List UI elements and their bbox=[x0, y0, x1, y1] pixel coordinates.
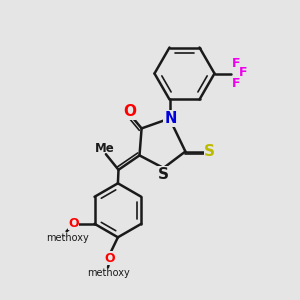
Text: O: O bbox=[104, 251, 115, 265]
Text: methoxy: methoxy bbox=[62, 236, 68, 237]
Text: S: S bbox=[158, 167, 169, 182]
Text: F: F bbox=[239, 65, 247, 79]
Text: methoxy: methoxy bbox=[46, 233, 88, 243]
Text: O: O bbox=[123, 104, 136, 119]
Text: methoxy: methoxy bbox=[87, 268, 129, 278]
Text: F: F bbox=[232, 76, 241, 90]
Text: Me: Me bbox=[95, 142, 115, 155]
Text: O: O bbox=[68, 217, 79, 230]
Text: S: S bbox=[204, 144, 215, 159]
Text: N: N bbox=[164, 111, 177, 126]
Text: F: F bbox=[232, 56, 241, 70]
